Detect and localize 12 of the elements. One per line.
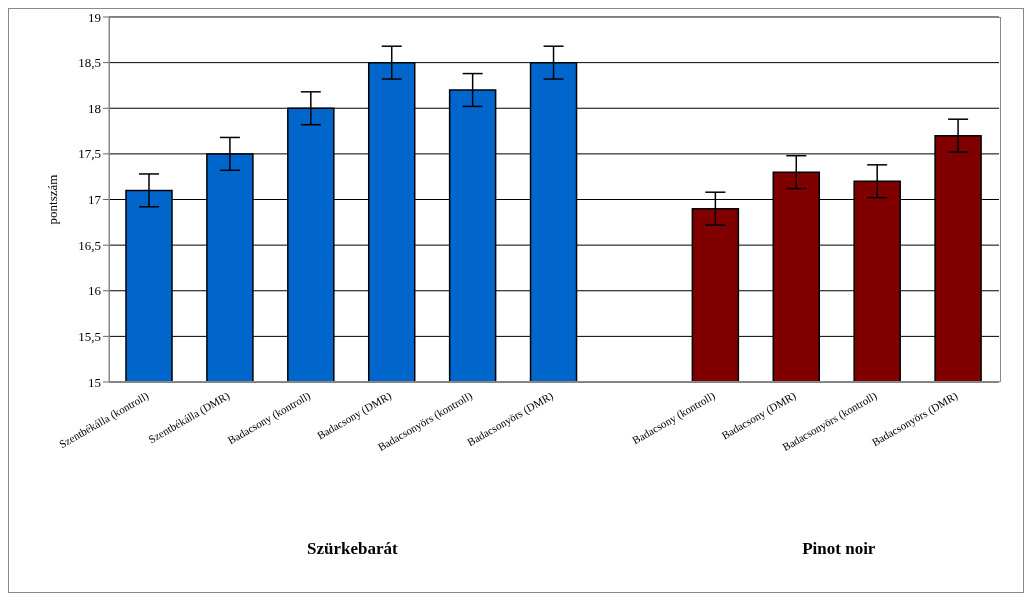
y-tick-label: 18 [88, 100, 101, 116]
y-tick-label: 16 [88, 283, 102, 299]
y-tick-label: 16,5 [78, 237, 101, 253]
text: Pinot noir [801, 539, 877, 559]
y-tick-label: 15 [88, 374, 101, 390]
y-tick-label: 15,5 [78, 328, 101, 344]
y-tick-label: 19 [88, 9, 101, 25]
y-tick-label: 17,5 [78, 146, 101, 162]
text: Szürkebarát [305, 539, 399, 559]
y-tick-label: 17 [88, 192, 102, 208]
y-axis-title: pontszám [44, 174, 60, 225]
y-tick-label: 18,5 [78, 55, 101, 71]
